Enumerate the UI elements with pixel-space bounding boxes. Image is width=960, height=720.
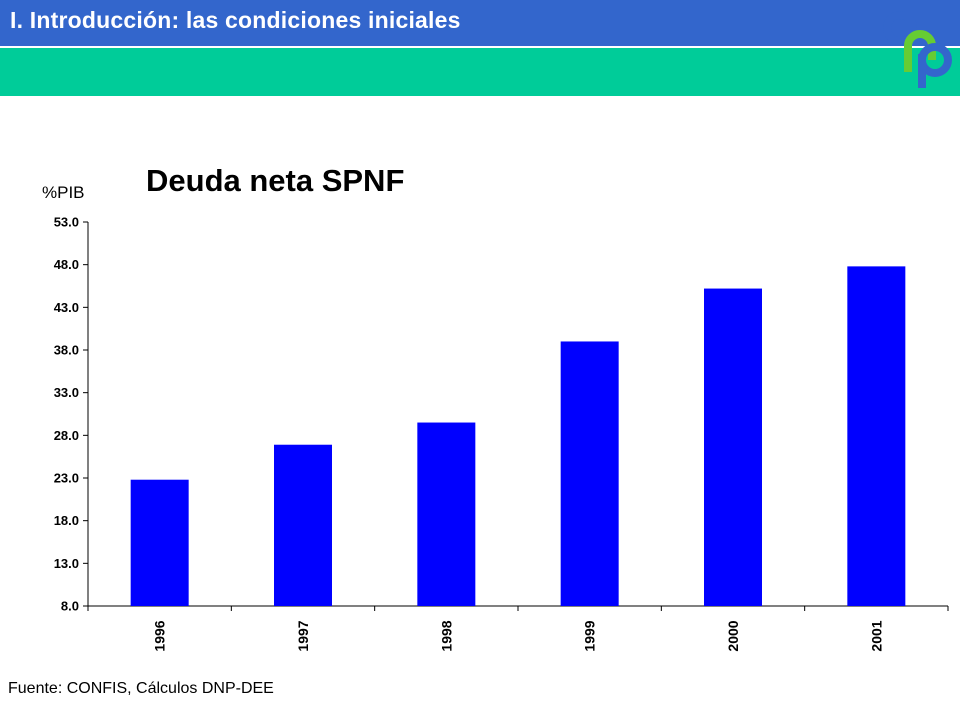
y-axis-unit-label: %PIB (42, 183, 85, 202)
x-tick-label: 1998 (438, 620, 454, 651)
y-tick-label: 48.0 (54, 257, 79, 272)
x-tick-label: 1996 (152, 620, 168, 651)
header-bar: I. Introducción: las condiciones inicial… (0, 0, 960, 46)
slide-title: I. Introducción: las condiciones inicial… (10, 7, 461, 33)
y-tick-label: 38.0 (54, 343, 79, 358)
chart-title: Deuda neta SPNF (146, 163, 405, 198)
y-tick-label: 33.0 (54, 385, 79, 400)
bar-1996 (130, 479, 189, 606)
green-band (0, 48, 960, 96)
bar-1998 (417, 422, 476, 606)
y-tick-label: 13.0 (54, 556, 79, 571)
header-divider (0, 46, 960, 48)
bar-2000 (704, 288, 762, 606)
x-tick-label: 2000 (725, 620, 741, 651)
bar-1999 (560, 341, 619, 606)
bar-2001 (847, 266, 906, 606)
source-note: Fuente: CONFIS, Cálculos DNP-DEE (8, 680, 274, 697)
x-tick-label: 2001 (868, 620, 884, 651)
bar-1997 (274, 444, 332, 606)
y-tick-label: 18.0 (54, 513, 79, 528)
x-tick-label: 1999 (582, 620, 598, 651)
y-tick-label: 43.0 (54, 300, 79, 315)
dnp-logo-icon (883, 2, 952, 88)
y-tick-label: 8.0 (61, 599, 79, 614)
y-tick-label: 23.0 (54, 471, 79, 486)
y-tick-label: 28.0 (54, 428, 79, 443)
x-tick-label: 1997 (295, 620, 311, 651)
y-tick-label: 53.0 (54, 215, 79, 230)
